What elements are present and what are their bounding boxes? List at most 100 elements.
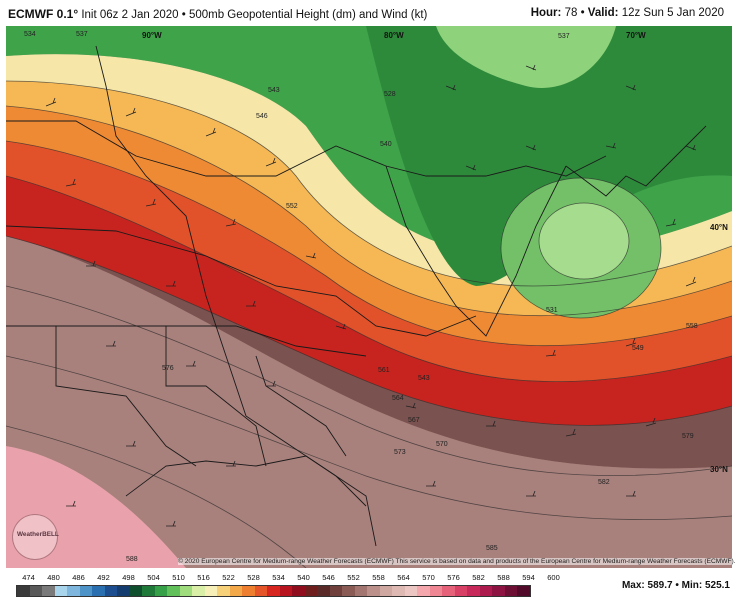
contour-label: 588 <box>126 556 138 563</box>
legend-tick-label: 564 <box>397 573 410 582</box>
copyright-notice: © 2020 European Centre for Medium-range … <box>178 558 736 565</box>
contour-label: 567 <box>408 417 420 424</box>
legend-swatch <box>42 586 55 596</box>
legend-tick-label: 486 <box>72 573 85 582</box>
max-value: 589.7 <box>647 580 673 591</box>
legend-swatch <box>204 586 217 596</box>
contour-label: 534 <box>24 31 36 38</box>
contour-label: 543 <box>418 375 430 382</box>
contour-label: 570 <box>436 441 448 448</box>
low-center-inner <box>539 203 629 279</box>
model-name: ECMWF 0.1° <box>8 7 79 21</box>
contour-label: 585 <box>486 545 498 552</box>
legend-colorbar <box>16 585 531 597</box>
contour-label: 573 <box>394 449 406 456</box>
lon-label-70w: 70°W <box>626 31 646 40</box>
legend-swatch <box>379 586 392 596</box>
contour-label: 546 <box>256 113 268 120</box>
legend-tick-label: 492 <box>97 573 110 582</box>
run-description: Init 06z 2 Jan 2020 • 500mb Geopotential… <box>81 9 428 21</box>
legend-swatch <box>67 586 80 596</box>
legend-swatch <box>54 586 67 596</box>
legend-tick-label: 522 <box>222 573 235 582</box>
contour-value-labels: 534 537 540 546 543 552 528 537 531 543 … <box>24 31 698 563</box>
legend-swatch <box>192 586 205 596</box>
contour-label: 531 <box>546 307 558 314</box>
contour-label: 540 <box>380 141 392 148</box>
legend-swatch <box>317 586 330 596</box>
legend-tick-label: 540 <box>297 573 310 582</box>
contour-label: 537 <box>76 31 88 38</box>
legend-swatch <box>504 586 517 596</box>
legend-tick-label: 534 <box>272 573 285 582</box>
contour-label: 561 <box>378 367 390 374</box>
contour-label: 537 <box>558 33 570 40</box>
legend-swatch <box>217 586 230 596</box>
band-558 <box>6 141 732 382</box>
legend-swatch <box>29 586 42 596</box>
legend-swatch <box>292 586 305 596</box>
legend-tick-label: 594 <box>522 573 535 582</box>
legend-swatch <box>129 586 142 596</box>
contour-label: 528 <box>384 91 396 98</box>
legend-swatch <box>367 586 380 596</box>
legend-swatch <box>479 586 492 596</box>
logo-text: WeatherBELL <box>17 531 59 538</box>
contour-label: 552 <box>286 203 298 210</box>
legend-swatch <box>117 586 130 596</box>
legend-swatch <box>417 586 430 596</box>
legend-swatch <box>267 586 280 596</box>
legend-swatch <box>454 586 467 596</box>
legend-tick-label: 582 <box>472 573 485 582</box>
legend-tick-label: 588 <box>497 573 510 582</box>
contour-label: 549 <box>632 345 644 352</box>
legend-swatch <box>179 586 192 596</box>
lon-label-90w: 90°W <box>142 31 162 40</box>
band-552 <box>6 106 732 346</box>
legend-tick-label: 558 <box>372 573 385 582</box>
color-legend: 474 480 486 492 498 504 510 516 522 528 534 540 546 5… <box>8 571 560 606</box>
contour-label: 576 <box>162 365 174 372</box>
hour-value: 78 <box>564 7 578 19</box>
legend-swatch <box>392 586 405 596</box>
map-svg: 90°W 80°W 70°W 40°N 30°N 534 537 540 546… <box>6 26 732 568</box>
legend-swatch <box>17 586 30 596</box>
legend-tick-label: 510 <box>172 573 185 582</box>
legend-tick-label: 528 <box>247 573 260 582</box>
weatherbell-logo: WeatherBELL <box>12 514 59 560</box>
legend-tick-label: 504 <box>147 573 160 582</box>
legend-swatch <box>342 586 355 596</box>
legend-swatch <box>442 586 455 596</box>
contour-label: 543 <box>268 87 280 94</box>
boundaries <box>6 45 707 547</box>
legend-swatch <box>142 586 155 596</box>
lat-label-30n: 30°N <box>710 465 728 474</box>
legend-swatch <box>492 586 505 596</box>
legend-tick-label: 474 <box>22 573 35 582</box>
lat-label-40n: 40°N <box>710 223 728 232</box>
legend-swatch <box>429 586 442 596</box>
wind-barbs <box>45 64 697 527</box>
min-label: Min: <box>681 580 703 591</box>
legend-tick-label: 546 <box>322 573 335 582</box>
contour-lines <box>6 80 732 568</box>
legend-labels: 474 480 486 492 498 504 510 516 522 528 534 540 546 5… <box>8 571 560 583</box>
forecast-map: 90°W 80°W 70°W 40°N 30°N 534 537 540 546… <box>6 26 732 568</box>
legend-tick-label: 516 <box>197 573 210 582</box>
lon-label-80w: 80°W <box>384 31 404 40</box>
legend-swatch <box>354 586 367 596</box>
band-north-light <box>436 26 616 88</box>
legend-swatch <box>517 586 530 596</box>
hour-label: Hour: <box>530 7 562 19</box>
legend-swatch <box>167 586 180 596</box>
legend-swatch <box>242 586 255 596</box>
legend-tick-label: 600 <box>547 573 560 582</box>
legend-swatch <box>79 586 92 596</box>
legend-swatch <box>154 586 167 596</box>
valid-value: 12z Sun 5 Jan 2020 <box>621 7 724 19</box>
contour-label: 558 <box>686 323 698 330</box>
legend-swatch <box>229 586 242 596</box>
legend-swatch <box>92 586 105 596</box>
legend-swatch <box>404 586 417 596</box>
contour-label: 564 <box>392 395 404 402</box>
